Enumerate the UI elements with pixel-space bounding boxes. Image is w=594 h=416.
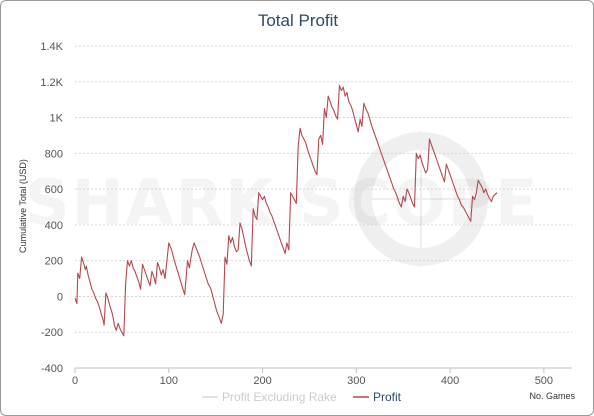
y-tick-label: 1.2K [40, 77, 63, 89]
legend-item-profit[interactable]: Profit [353, 390, 402, 404]
legend[interactable]: Profit Excluding Rake Profit [202, 390, 402, 404]
y-tick-label: 800 [45, 148, 63, 160]
y-tick-label: 1K [50, 113, 64, 125]
x-tick-label: 0 [72, 375, 78, 387]
chart-title: Total Profit [258, 11, 339, 30]
x-tick-label: 500 [535, 375, 553, 387]
y-tick-label: -400 [41, 363, 63, 375]
x-tick-label: 400 [441, 375, 459, 387]
y-tick-label: 600 [45, 184, 63, 196]
legend-label: Profit Excluding Rake [222, 390, 337, 404]
y-tick-label: 1.4K [40, 41, 63, 53]
x-tick-label: 100 [160, 375, 178, 387]
x-tick-label: 300 [347, 375, 365, 387]
axes: -400 -200 0 200 400 600 800 1K 1.2K 1.4K 0 100 200 30… [40, 41, 572, 387]
x-axis-title: No. Games [529, 391, 575, 401]
y-tick-label: 200 [45, 256, 63, 268]
y-tick-label: 400 [45, 220, 63, 232]
legend-label: Profit [373, 390, 402, 404]
watermark-text: SHARK SCOPE [25, 166, 540, 239]
series-layer [74, 84, 498, 337]
y-tick-label: -200 [41, 327, 63, 339]
scope-crosshair-icon [353, 131, 489, 267]
y-tick-label: 0 [57, 291, 63, 303]
series-line-profit [74, 84, 498, 337]
y-axis-title: Cumulative Total (USD) [18, 159, 28, 253]
x-tick-label: 200 [253, 375, 271, 387]
legend-item-profit-excluding-rake[interactable]: Profit Excluding Rake [202, 390, 337, 404]
